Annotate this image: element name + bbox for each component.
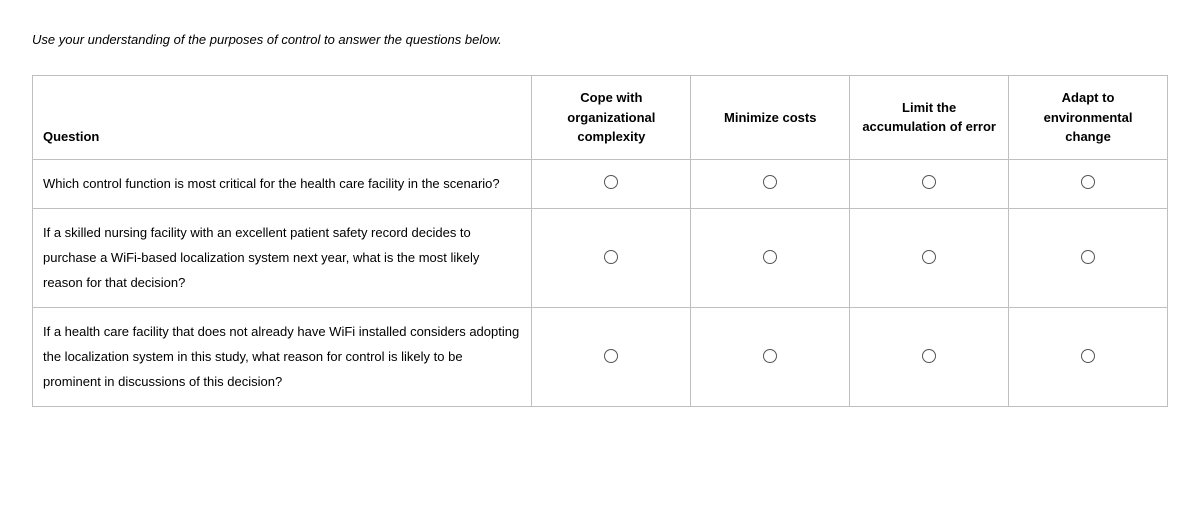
radio-option[interactable] — [763, 349, 777, 363]
header-question: Question — [33, 76, 532, 160]
header-option-1: Cope with organizational complexity — [532, 76, 691, 160]
instruction-text: Use your understanding of the purposes o… — [32, 32, 1168, 47]
header-option-4: Adapt to environmental change — [1009, 76, 1168, 160]
table-row: If a health care facility that does not … — [33, 308, 1168, 407]
table-row: If a skilled nursing facility with an ex… — [33, 209, 1168, 308]
radio-option[interactable] — [1081, 175, 1095, 189]
header-option-3: Limit the accumulation of error — [850, 76, 1009, 160]
radio-option[interactable] — [763, 250, 777, 264]
question-cell: If a skilled nursing facility with an ex… — [33, 209, 532, 308]
radio-option[interactable] — [1081, 250, 1095, 264]
radio-option[interactable] — [604, 250, 618, 264]
radio-option[interactable] — [604, 175, 618, 189]
question-table: Question Cope with organizational comple… — [32, 75, 1168, 407]
radio-option[interactable] — [922, 349, 936, 363]
radio-option[interactable] — [922, 250, 936, 264]
header-option-2: Minimize costs — [691, 76, 850, 160]
radio-option[interactable] — [604, 349, 618, 363]
radio-option[interactable] — [763, 175, 777, 189]
table-row: Which control function is most critical … — [33, 159, 1168, 209]
question-cell: Which control function is most critical … — [33, 159, 532, 209]
radio-option[interactable] — [922, 175, 936, 189]
question-cell: If a health care facility that does not … — [33, 308, 532, 407]
radio-option[interactable] — [1081, 349, 1095, 363]
